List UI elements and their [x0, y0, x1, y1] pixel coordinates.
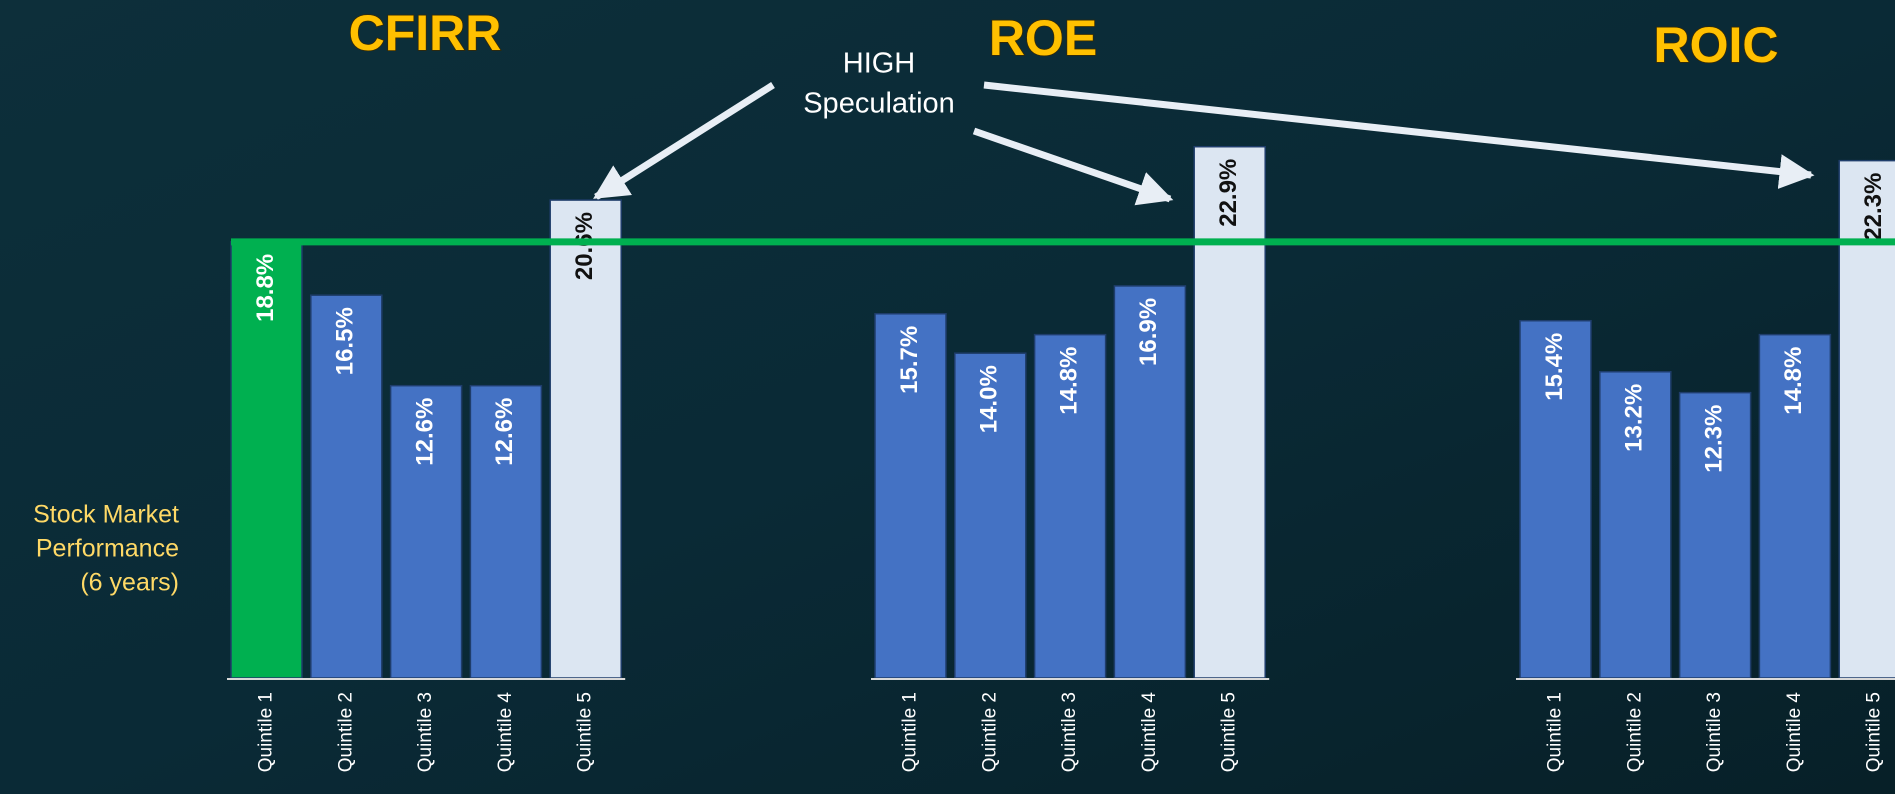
x-tick-label: Quintile 3	[1704, 692, 1725, 772]
bar	[549, 199, 622, 679]
bar	[389, 384, 463, 679]
x-tick-label: Quintile 2	[979, 692, 1000, 772]
y-axis-label-line: Stock Market	[33, 501, 179, 529]
bar	[1519, 319, 1592, 679]
value-label: 16.5%	[332, 307, 359, 375]
bar	[1678, 391, 1752, 679]
y-axis-label-line: Performance	[36, 535, 179, 563]
bar	[469, 384, 543, 679]
bar	[1033, 333, 1107, 679]
bar	[954, 352, 1027, 679]
value-label: 18.8%	[252, 254, 279, 322]
bar	[1599, 371, 1672, 679]
x-tick-label: Quintile 4	[1139, 692, 1160, 773]
annotation: HIGH Speculation	[593, 48, 1815, 206]
x-tick-label: Quintile 5	[1219, 692, 1240, 772]
chart-title: ROE	[989, 10, 1097, 66]
bar-chart: ROIC 15.4% Quintile 1 13.2% Quintile 2 12.3% Q…	[1516, 16, 1895, 773]
x-tick-label: Quintile 1	[256, 692, 277, 772]
arrow	[983, 81, 1815, 189]
value-label: 16.9%	[1135, 298, 1162, 366]
x-tick-label: Quintile 5	[1864, 692, 1885, 772]
x-tick-label: Quintile 3	[1059, 692, 1080, 772]
value-label: 12.6%	[491, 398, 518, 466]
x-tick-label: Quintile 2	[335, 692, 356, 772]
value-label: 12.3%	[1700, 405, 1727, 473]
value-label: 15.7%	[896, 326, 923, 394]
value-label: 12.6%	[411, 398, 438, 466]
arrow	[972, 127, 1174, 206]
value-label: 20.6%	[571, 212, 598, 280]
bar-chart: ROE 15.7% Quintile 1 14.0% Quintile 2 14.8% Qu…	[871, 9, 1270, 773]
x-tick-label: Quintile 4	[495, 692, 516, 773]
chart-title: ROIC	[1654, 17, 1779, 73]
bar	[310, 294, 383, 679]
x-tick-label: Quintile 5	[575, 692, 596, 772]
bar	[1758, 333, 1832, 679]
value-label: 22.9%	[1215, 159, 1242, 227]
annotation-line: HIGH	[843, 48, 916, 80]
annotation-line: Speculation	[803, 88, 955, 120]
bar	[874, 313, 947, 679]
value-label: 14.8%	[1055, 347, 1082, 415]
bar	[1113, 285, 1187, 679]
value-label: 22.3%	[1860, 173, 1887, 241]
bar-chart: CFIRR 18.8% Quintile 1 16.5% Quintile 2 12.6%…	[227, 4, 626, 773]
x-tick-label: Quintile 1	[900, 692, 921, 772]
x-tick-label: Quintile 2	[1624, 692, 1645, 772]
x-tick-label: Quintile 3	[415, 692, 436, 772]
arrow	[593, 82, 775, 200]
y-axis-label: Stock Market Performance (6 years)	[33, 501, 179, 597]
value-label: 14.0%	[976, 365, 1003, 433]
x-tick-label: Quintile 4	[1784, 692, 1805, 773]
chart-title: CFIRR	[349, 5, 502, 61]
y-axis-label-line: (6 years)	[80, 569, 179, 597]
value-label: 14.8%	[1780, 347, 1807, 415]
x-tick-label: Quintile 1	[1545, 692, 1566, 772]
value-label: 15.4%	[1541, 333, 1568, 401]
value-label: 13.2%	[1621, 384, 1648, 452]
bar	[230, 241, 303, 679]
